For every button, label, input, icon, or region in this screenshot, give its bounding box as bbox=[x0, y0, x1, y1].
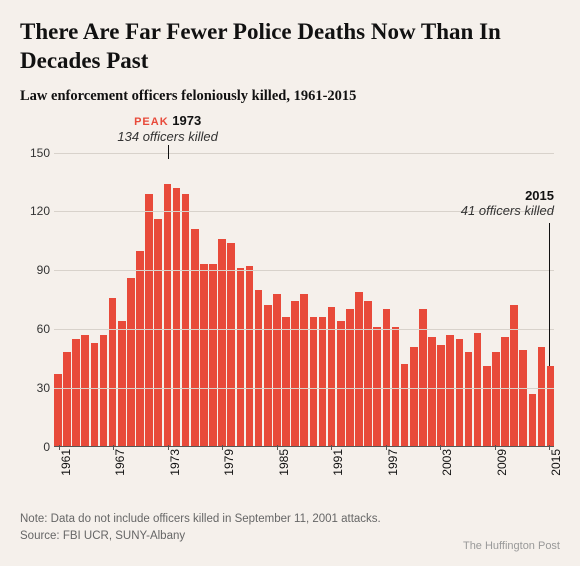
bar bbox=[319, 317, 327, 446]
bar bbox=[410, 347, 418, 447]
x-tick-mark bbox=[59, 445, 60, 450]
bar bbox=[136, 251, 144, 447]
bar bbox=[538, 347, 546, 447]
bar bbox=[337, 321, 345, 446]
y-tick-label: 30 bbox=[20, 381, 50, 395]
credit-line: The Huffington Post bbox=[463, 540, 560, 552]
bar bbox=[346, 309, 354, 446]
x-tick-label: 1991 bbox=[331, 449, 345, 476]
annotation-year: 1973 bbox=[172, 113, 201, 128]
x-tick-label: 1997 bbox=[386, 449, 400, 476]
bar bbox=[529, 394, 537, 447]
bar bbox=[510, 305, 518, 446]
y-tick-label: 90 bbox=[20, 263, 50, 277]
x-tick-mark bbox=[331, 445, 332, 450]
bar bbox=[310, 317, 318, 446]
bar bbox=[519, 350, 527, 446]
annotation-peak: PEAK 1973134 officers killed bbox=[117, 113, 217, 145]
x-tick-mark bbox=[386, 445, 387, 450]
bar bbox=[173, 188, 181, 447]
x-tick-mark bbox=[222, 445, 223, 450]
annotation-line bbox=[549, 223, 550, 366]
annotation-year: 2015 bbox=[525, 188, 554, 203]
bar bbox=[154, 219, 162, 446]
bar bbox=[401, 364, 409, 446]
bar bbox=[91, 343, 99, 447]
bar bbox=[474, 333, 482, 447]
bar bbox=[255, 290, 263, 447]
gridline bbox=[54, 153, 554, 154]
x-tick-mark bbox=[495, 445, 496, 450]
bar bbox=[54, 374, 62, 447]
x-tick-label: 1961 bbox=[59, 449, 73, 476]
bar bbox=[118, 321, 126, 446]
y-tick-label: 150 bbox=[20, 146, 50, 160]
y-tick-label: 0 bbox=[20, 440, 50, 454]
gridline bbox=[54, 270, 554, 271]
bar bbox=[446, 335, 454, 447]
x-tick-label: 1967 bbox=[113, 449, 127, 476]
bar bbox=[273, 294, 281, 447]
bar bbox=[237, 268, 245, 446]
bar bbox=[492, 352, 500, 446]
y-tick-label: 60 bbox=[20, 322, 50, 336]
bar bbox=[191, 229, 199, 447]
y-tick-label: 120 bbox=[20, 204, 50, 218]
bar bbox=[100, 335, 108, 447]
gridline bbox=[54, 388, 554, 389]
bar bbox=[209, 264, 217, 446]
annotation-line bbox=[168, 145, 169, 159]
bar bbox=[72, 339, 80, 447]
x-tick-label: 1985 bbox=[277, 449, 291, 476]
bar bbox=[182, 194, 190, 447]
plot-area: 0306090120150 19611967197319791985199119… bbox=[54, 153, 554, 447]
peak-label: PEAK bbox=[134, 116, 169, 128]
chart-container: 0 30 60 90 120 150 1961 1967 1973 1979 1985 1991 19… bbox=[20, 113, 560, 493]
bar bbox=[501, 337, 509, 447]
bar bbox=[419, 309, 427, 446]
bar bbox=[164, 184, 172, 447]
footer-note: Note: Data do not include officers kille… bbox=[20, 511, 560, 528]
x-tick-mark bbox=[168, 445, 169, 450]
bar bbox=[428, 337, 436, 447]
bar bbox=[282, 317, 290, 446]
bar bbox=[291, 301, 299, 446]
annotation-detail: 41 officers killed bbox=[461, 203, 554, 218]
bar bbox=[465, 352, 473, 446]
bar bbox=[145, 194, 153, 447]
bar bbox=[246, 266, 254, 446]
annotation-detail: 134 officers killed bbox=[117, 129, 217, 144]
x-tick-label: 2015 bbox=[549, 449, 563, 476]
bar bbox=[383, 309, 391, 446]
bar bbox=[200, 264, 208, 446]
x-tick-label: 1979 bbox=[222, 449, 236, 476]
annotation-last: 201541 officers killed bbox=[461, 188, 554, 219]
x-tick-mark bbox=[549, 445, 550, 450]
bar bbox=[300, 294, 308, 447]
bar bbox=[109, 298, 117, 447]
bar bbox=[437, 345, 445, 447]
bar bbox=[81, 335, 89, 447]
chart-title: There Are Far Fewer Police Deaths Now Th… bbox=[20, 18, 560, 76]
bar bbox=[483, 366, 491, 446]
bar bbox=[63, 352, 71, 446]
bar bbox=[456, 339, 464, 447]
x-tick-label: 2009 bbox=[495, 449, 509, 476]
x-tick-label: 2003 bbox=[440, 449, 454, 476]
x-tick-mark bbox=[440, 445, 441, 450]
bar bbox=[264, 305, 272, 446]
bar bbox=[355, 292, 363, 447]
bar bbox=[547, 366, 555, 446]
bar bbox=[227, 243, 235, 447]
x-axis-labels: 1961196719731979198519911997200320092015 bbox=[54, 447, 554, 487]
x-tick-mark bbox=[113, 445, 114, 450]
x-tick-label: 1973 bbox=[168, 449, 182, 476]
chart-subtitle: Law enforcement officers feloniously kil… bbox=[20, 88, 560, 105]
bar bbox=[364, 301, 372, 446]
x-tick-mark bbox=[277, 445, 278, 450]
bar bbox=[127, 278, 135, 447]
gridline bbox=[54, 329, 554, 330]
